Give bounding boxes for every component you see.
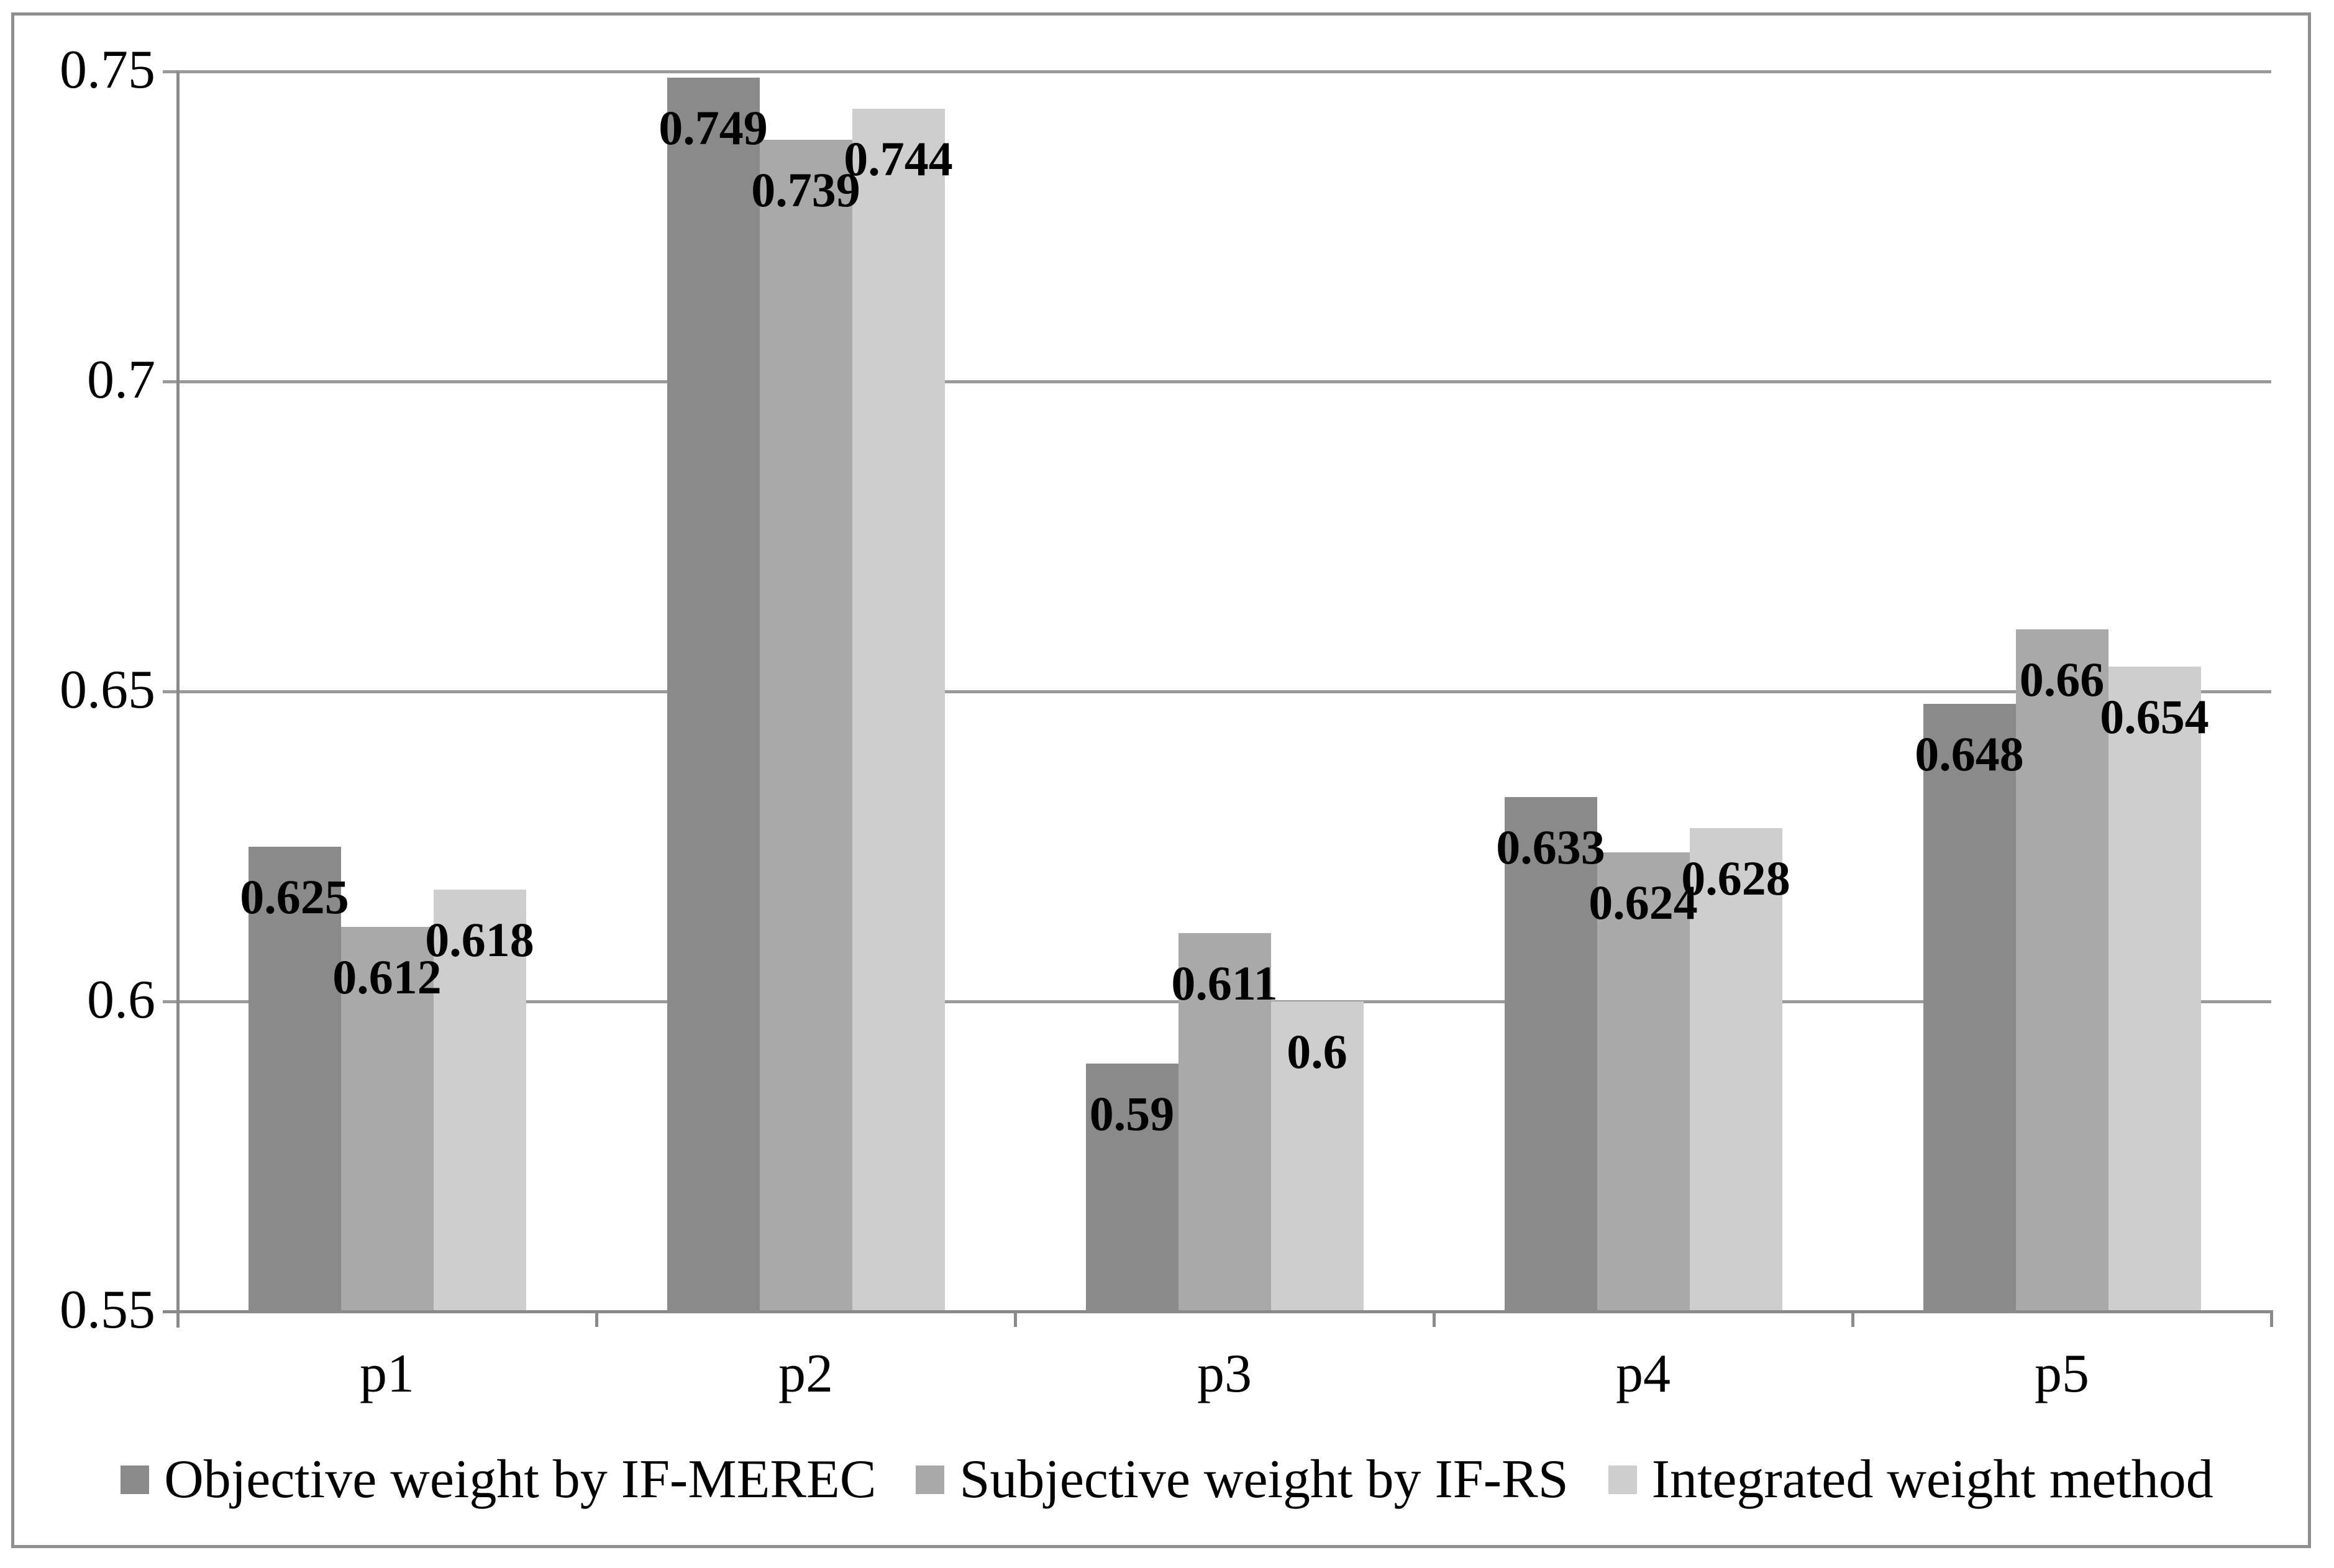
bar-p2-series1 — [667, 77, 760, 1311]
legend-item-series2: Subjective weight by IF-RS — [916, 1449, 1569, 1510]
legend-swatch-icon — [121, 1465, 150, 1495]
y-gridline — [163, 380, 2271, 383]
legend-label: Subjective weight by IF-RS — [959, 1449, 1569, 1510]
bar-value-label: 0.59 — [1089, 1086, 1175, 1141]
bar-value-label: 0.624 — [1589, 875, 1698, 930]
bar-p5-series2 — [2015, 629, 2108, 1311]
bar-p3-series1 — [1085, 1063, 1178, 1311]
bar-value-label: 0.66 — [2019, 652, 2105, 707]
bar-value-label: 0.654 — [2100, 690, 2209, 744]
legend-label: Objective weight by IF-MEREC — [164, 1449, 877, 1510]
y-axis-tick-label: 0.65 — [60, 660, 155, 720]
bar-p2-series3 — [852, 108, 945, 1311]
bar-p4-series2 — [1597, 852, 1690, 1311]
bar-value-label: 0.648 — [1915, 726, 2024, 781]
bar-p5-series1 — [1923, 703, 2016, 1311]
y-axis-tick-label: 0.7 — [87, 350, 155, 410]
legend-item-series1: Objective weight by IF-MEREC — [121, 1451, 876, 1508]
bar-p3-series2 — [1178, 933, 1271, 1311]
legend-swatch-icon — [1608, 1465, 1637, 1495]
y-axis-tick-label: 0.55 — [60, 1280, 155, 1340]
y-axis-line — [176, 71, 180, 1328]
x-axis-tick — [595, 1310, 598, 1327]
bar-value-label: 0.633 — [1496, 819, 1605, 874]
bar-value-label: 0.628 — [1681, 850, 1790, 905]
y-axis-tick-label: 0.6 — [87, 970, 155, 1030]
bar-p4-series3 — [1689, 827, 1782, 1311]
y-gridline — [163, 690, 2271, 693]
bar-value-label: 0.612 — [332, 950, 442, 1005]
bar-value-label: 0.611 — [1171, 956, 1278, 1011]
bar-p3-series3 — [1270, 1001, 1364, 1311]
legend-swatch-icon — [916, 1465, 945, 1495]
x-axis-tick — [2270, 1310, 2273, 1327]
x-axis-category-label: p3 — [1197, 1344, 1252, 1404]
x-axis-category-label: p4 — [1616, 1344, 1671, 1404]
bar-p1-series2 — [340, 927, 434, 1311]
y-gridline — [163, 70, 2271, 73]
x-axis-category-label: p5 — [2035, 1344, 2089, 1404]
x-axis-tick — [1851, 1310, 1854, 1327]
bar-value-label: 0.6 — [1287, 1024, 1347, 1078]
bar-value-label: 0.625 — [240, 869, 349, 924]
y-axis-tick-label: 0.75 — [60, 40, 155, 100]
bar-p4-series1 — [1504, 796, 1597, 1311]
legend-item-series3: Integrated weight method — [1608, 1451, 2213, 1508]
bar-p1-series3 — [433, 890, 526, 1311]
bar-value-label: 0.618 — [425, 913, 534, 967]
bar-p5-series3 — [2108, 667, 2201, 1311]
bar-p2-series2 — [759, 139, 852, 1311]
bar-p1-series1 — [248, 846, 341, 1311]
x-axis-category-label: p1 — [360, 1344, 414, 1404]
legend-label: Integrated weight method — [1651, 1449, 2213, 1510]
bar-value-label: 0.744 — [844, 131, 953, 186]
bar-value-label: 0.739 — [751, 162, 860, 217]
x-axis-tick — [1433, 1310, 1436, 1327]
chart-legend: Objective weight by IF-MEREC Subjective w… — [0, 1451, 2334, 1508]
x-axis-category-label: p2 — [778, 1344, 833, 1404]
x-axis-tick — [1014, 1310, 1017, 1327]
x-axis-line — [163, 1310, 2271, 1313]
bar-value-label: 0.749 — [659, 100, 768, 155]
